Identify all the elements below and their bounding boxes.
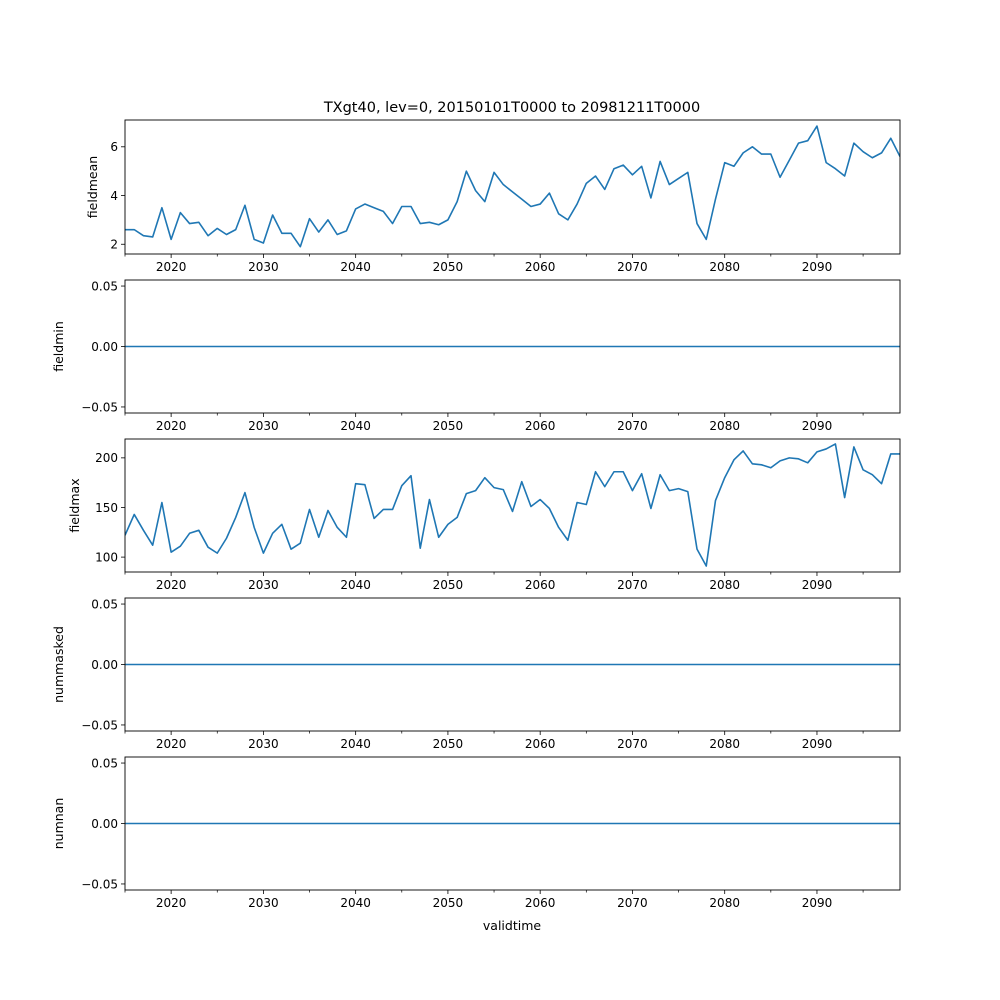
x-tick-label: 2080 xyxy=(709,896,740,910)
panel-fieldmean: 2020 2030 2040 2050 2060 2070 2080 2090 2 4 6 field… xyxy=(85,119,901,274)
series-line-fieldmean xyxy=(125,125,900,248)
x-tick-label: 2030 xyxy=(248,578,279,592)
x-tick-label: 2050 xyxy=(433,896,464,910)
y-tick-label: 4 xyxy=(110,189,118,203)
y-axis-label-nummasked: nummasked xyxy=(51,626,66,703)
y-axis-label-fieldmax: fieldmax xyxy=(67,478,82,532)
x-tick-label: 2070 xyxy=(617,419,648,433)
x-tick-label: 2040 xyxy=(340,260,371,274)
y-tick-label: 0.05 xyxy=(91,597,118,611)
series-line-fieldmax xyxy=(125,443,900,567)
x-tick-label: 2080 xyxy=(709,578,740,592)
y-tick-label: −0.05 xyxy=(81,718,118,732)
panel-numnan: 2020 2030 2040 2050 2060 2070 2080 2090 −0.05 0.0… xyxy=(51,756,901,910)
x-tick-label: 2090 xyxy=(802,578,833,592)
x-tick-label: 2030 xyxy=(248,896,279,910)
x-tick-label: 2020 xyxy=(156,896,187,910)
x-tick-label: 2060 xyxy=(525,260,556,274)
panel-fieldmax: 2020 2030 2040 2050 2060 2070 2080 2090 100 150 20… xyxy=(67,438,901,592)
x-tick-label: 2020 xyxy=(156,578,187,592)
x-tick-label: 2060 xyxy=(525,737,556,751)
x-tick-label: 2060 xyxy=(525,419,556,433)
x-tick-label: 2070 xyxy=(617,896,648,910)
y-tick-label: 6 xyxy=(110,140,118,154)
subplot-stack: 2020 2030 2040 2050 2060 2070 2080 2090 2 4 6 field… xyxy=(51,119,901,910)
x-tick-label: 2050 xyxy=(433,260,464,274)
x-tick-label: 2090 xyxy=(802,737,833,751)
y-tick-label: 0.05 xyxy=(91,756,118,770)
panel-nummasked: 2020 2030 2040 2050 2060 2070 2080 2090 −0.05 0.0… xyxy=(51,597,901,751)
x-tick-label: 2060 xyxy=(525,896,556,910)
y-tick-label: 0.05 xyxy=(91,279,118,293)
y-tick-label: 0.00 xyxy=(91,817,118,831)
x-tick-label: 2040 xyxy=(340,419,371,433)
x-tick-label: 2020 xyxy=(156,419,187,433)
y-tick-label: 0.00 xyxy=(91,340,118,354)
y-axis-label-fieldmin: fieldmin xyxy=(51,321,66,372)
x-tick-label: 2080 xyxy=(709,260,740,274)
y-axis-label-numnan: numnan xyxy=(51,798,66,850)
y-tick-label: 200 xyxy=(95,451,118,465)
x-tick-label: 2020 xyxy=(156,260,187,274)
y-axis-label-fieldmean: fieldmean xyxy=(85,156,100,218)
x-tick-label: 2090 xyxy=(802,260,833,274)
x-tick-label: 2080 xyxy=(709,419,740,433)
y-tick-label: 0.00 xyxy=(91,658,118,672)
x-tick-label: 2070 xyxy=(617,260,648,274)
axes-frame-fieldmax xyxy=(124,438,901,573)
y-tick-label: 2 xyxy=(110,238,118,252)
x-tick-label: 2040 xyxy=(340,578,371,592)
x-tick-label: 2040 xyxy=(340,737,371,751)
x-tick-label: 2030 xyxy=(248,260,279,274)
x-tick-label: 2040 xyxy=(340,896,371,910)
x-tick-label: 2090 xyxy=(802,419,833,433)
x-tick-label: 2020 xyxy=(156,737,187,751)
y-tick-label: −0.05 xyxy=(81,400,118,414)
x-tick-label: 2090 xyxy=(802,896,833,910)
x-tick-label: 2050 xyxy=(433,737,464,751)
x-tick-label: 2050 xyxy=(433,578,464,592)
x-tick-label: 2070 xyxy=(617,578,648,592)
y-tick-label: 150 xyxy=(95,501,118,515)
x-axis-label: validtime xyxy=(483,918,541,933)
y-tick-label: −0.05 xyxy=(81,877,118,891)
x-tick-label: 2080 xyxy=(709,737,740,751)
x-tick-label: 2030 xyxy=(248,419,279,433)
x-tick-label: 2050 xyxy=(433,419,464,433)
x-tick-label: 2060 xyxy=(525,578,556,592)
axes-frame-fieldmean xyxy=(124,119,901,255)
x-tick-label: 2070 xyxy=(617,737,648,751)
figure-title: TXgt40, lev=0, 20150101T0000 to 20981211… xyxy=(323,100,700,116)
panel-fieldmin: 2020 2030 2040 2050 2060 2070 2080 2090 −0.05 0.0… xyxy=(51,279,901,433)
y-tick-label: 100 xyxy=(95,550,118,564)
x-tick-label: 2030 xyxy=(248,737,279,751)
